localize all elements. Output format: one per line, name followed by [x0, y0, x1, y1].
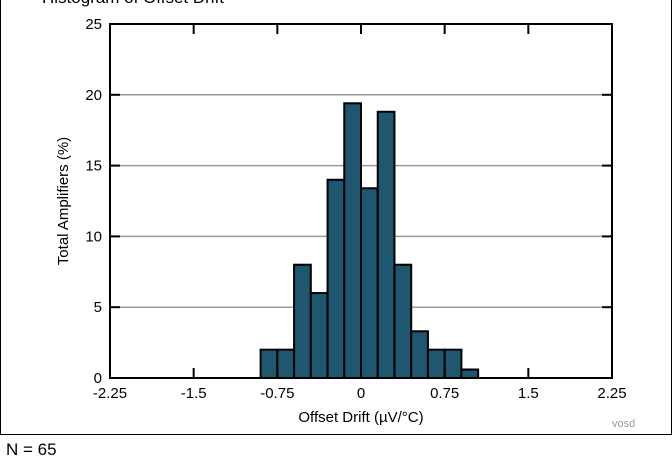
y-axis-tick-labels: 0 5 10 15 20 25 [85, 16, 102, 387]
histogram-bar [309, 292, 329, 380]
x-tick-label: 0 [357, 385, 365, 402]
histogram-bar [410, 330, 429, 380]
histogram-bar [343, 102, 362, 380]
y-tick-label: 0 [94, 370, 102, 387]
y-tick-label: 5 [94, 299, 102, 316]
histogram-bar [293, 263, 312, 379]
axis-ticks [109, 23, 613, 379]
x-axis-title: Offset Drift (µV/°C) [298, 409, 423, 426]
y-tick-label: 15 [85, 158, 102, 175]
figure-id-label: vosd [612, 418, 636, 430]
histogram-bar [376, 110, 396, 380]
histogram-bar [360, 187, 379, 379]
y-tick-label: 10 [85, 228, 102, 245]
histogram-bar [460, 368, 480, 379]
x-tick-label: -1.5 [181, 385, 207, 402]
x-tick-label: 2.25 [597, 385, 626, 402]
histogram-bar [426, 348, 446, 379]
figure-top-caption: Histogram of Offset Drift [42, 0, 224, 8]
x-tick-label: 1.5 [518, 385, 539, 402]
y-tick-label: 20 [85, 87, 102, 104]
x-axis-tick-labels: -2.25 -1.5 -0.75 0 0.75 1.5 2.25 [93, 385, 627, 402]
histogram-bar [259, 348, 279, 379]
histogram-bars [259, 102, 480, 380]
y-tick-label: 25 [85, 16, 102, 33]
histogram-bar [276, 348, 296, 379]
sample-size-note: N = 65 [6, 440, 57, 459]
x-tick-label: -0.75 [260, 385, 294, 402]
x-tick-label: -2.25 [93, 385, 127, 402]
y-axis-title: Total Amplifiers (%) [55, 137, 72, 265]
histogram-bar [326, 178, 346, 379]
x-tick-label: 0.75 [430, 385, 459, 402]
histogram-bar [393, 263, 413, 379]
histogram-bar [443, 348, 463, 379]
